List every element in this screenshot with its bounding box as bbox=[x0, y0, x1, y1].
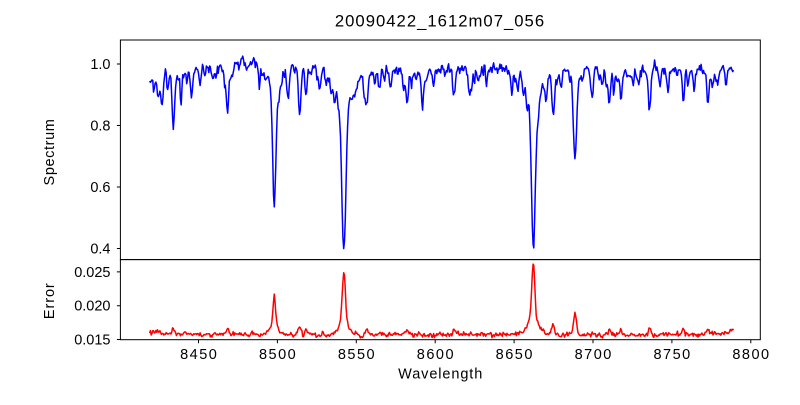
svg-text:0.020: 0.020 bbox=[74, 299, 110, 315]
svg-text:0.6: 0.6 bbox=[90, 180, 110, 196]
svg-text:8800: 8800 bbox=[732, 347, 770, 363]
svg-text:20090422_1612m07_056: 20090422_1612m07_056 bbox=[335, 12, 545, 31]
svg-text:Spectrum: Spectrum bbox=[42, 119, 58, 186]
svg-text:8650: 8650 bbox=[496, 347, 534, 363]
svg-text:Error: Error bbox=[42, 282, 58, 319]
svg-text:0.015: 0.015 bbox=[74, 333, 110, 349]
svg-text:8500: 8500 bbox=[259, 347, 297, 363]
svg-text:8700: 8700 bbox=[575, 347, 613, 363]
svg-text:8600: 8600 bbox=[417, 347, 455, 363]
svg-text:0.8: 0.8 bbox=[90, 119, 110, 135]
svg-text:8450: 8450 bbox=[180, 347, 218, 363]
svg-text:8750: 8750 bbox=[653, 347, 691, 363]
svg-text:0.4: 0.4 bbox=[90, 242, 110, 258]
svg-text:0.025: 0.025 bbox=[74, 265, 110, 281]
svg-text:1.0: 1.0 bbox=[90, 57, 110, 73]
svg-text:Wavelength: Wavelength bbox=[398, 367, 483, 383]
svg-text:8550: 8550 bbox=[338, 347, 376, 363]
